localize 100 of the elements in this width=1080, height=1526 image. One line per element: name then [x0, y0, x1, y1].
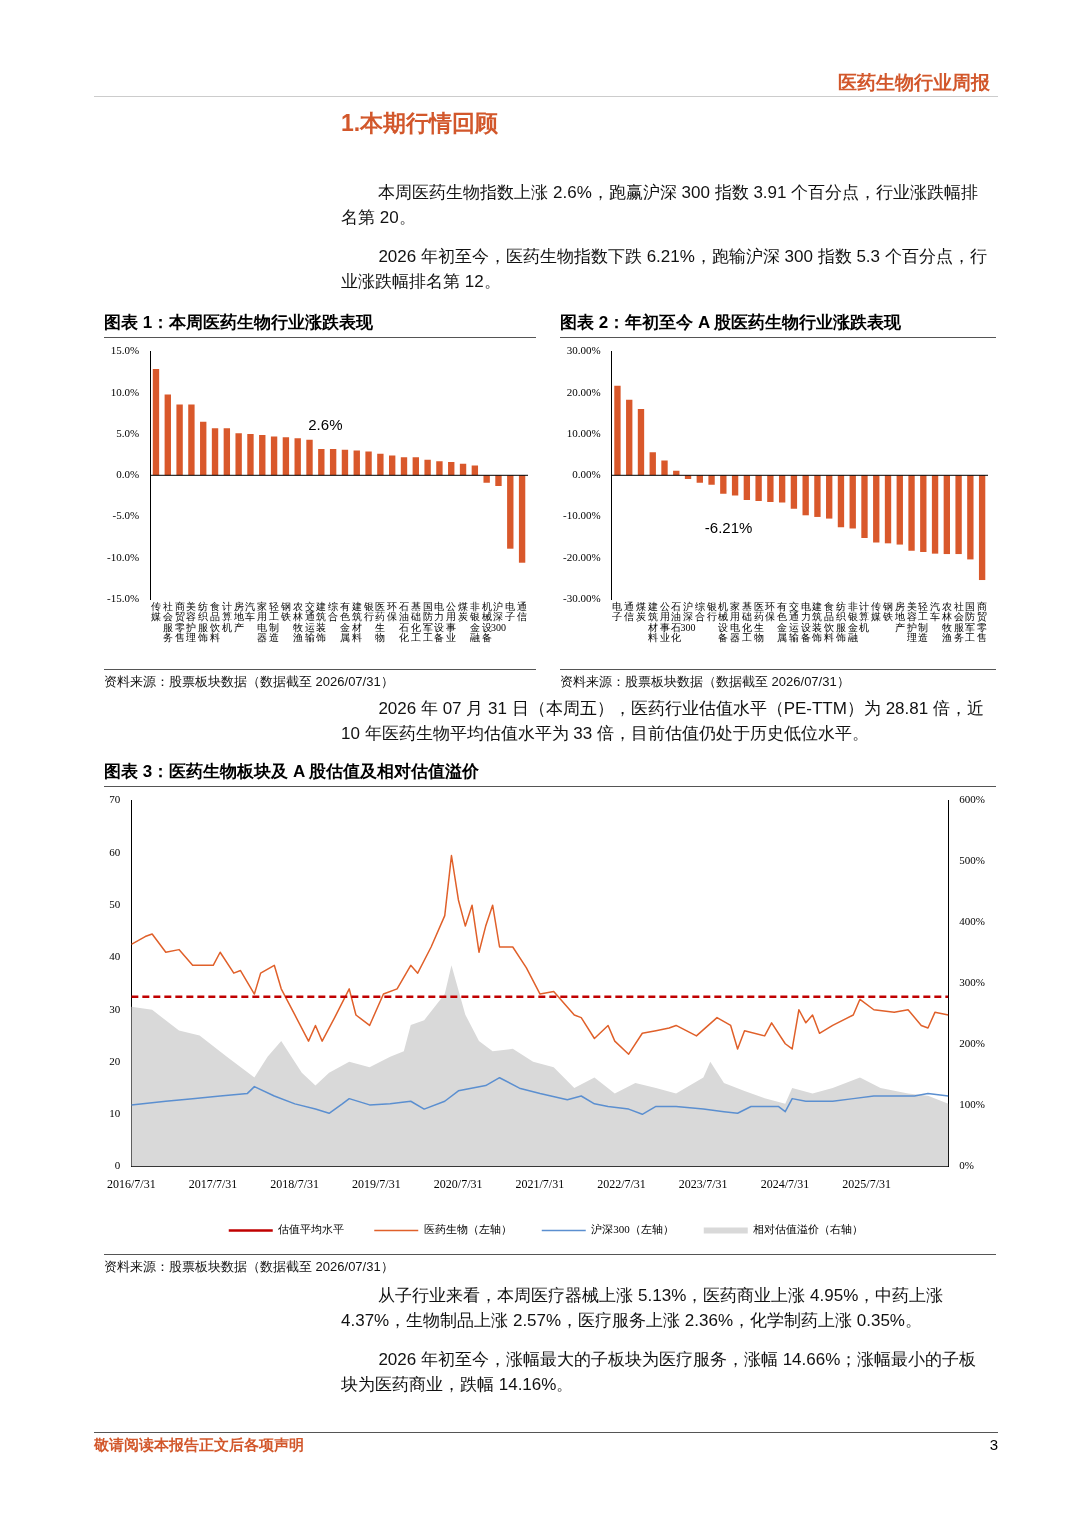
bar: [518, 475, 526, 563]
x-tick-label: 计算机: [859, 600, 870, 633]
x-tick-label: 美容护理: [185, 600, 197, 644]
bar: [282, 437, 290, 476]
x-tick-label: 基础化工: [740, 600, 752, 644]
bar: [306, 439, 313, 476]
x-tick-label: 国防军工: [422, 600, 433, 644]
x-tick-label: 公用事业: [659, 600, 670, 644]
bar: [743, 475, 751, 501]
x-tick-label: 轻工制造: [918, 600, 929, 644]
x-tick-label: 非银金融: [468, 600, 480, 644]
x-tick-label: 电子: [505, 600, 516, 623]
x-tick-label: 家用电器: [257, 600, 268, 644]
x-tick-label: 商贸零售: [174, 600, 185, 644]
bar: [436, 461, 443, 476]
x-tick-label: 计算机: [221, 600, 232, 633]
x-tick-label: 通信: [517, 600, 528, 623]
x-tick-label: 机械设备: [718, 600, 729, 644]
x-tick-label: 有色金属: [339, 600, 350, 644]
bar: [884, 475, 892, 544]
bar: [931, 475, 939, 554]
text: 2026 年初至今，涨幅最大的子板块为医疗服务，涨幅 14.66%；涨幅最小的子板块为医药商业，跌幅 14.16%。: [341, 1349, 978, 1396]
bar: [837, 475, 845, 528]
y-tick-label: 30: [109, 1002, 121, 1015]
bar: [637, 408, 645, 476]
chart-title: 图表 1：本周医药生物行业涨跌表现: [104, 311, 536, 338]
x-tick-label: 银行: [362, 600, 374, 623]
y-tick-label: 5.0%: [116, 426, 140, 439]
y-tick-label: 10: [109, 1107, 121, 1120]
bar: [424, 459, 431, 476]
x-tick-label: 电子: [612, 600, 623, 623]
y-tick-label: 50: [109, 898, 121, 911]
bar: [861, 475, 868, 538]
bar: [223, 428, 231, 476]
x-tick-label: 社会服务: [953, 600, 964, 644]
x-tick-label: 房地产: [232, 600, 244, 633]
y2-tick-label: 100%: [959, 1098, 986, 1111]
y2-tick-label: 500%: [959, 854, 986, 867]
x-tick-label: 国防军工: [965, 600, 976, 644]
text: 3: [989, 1436, 998, 1455]
legend-label: 估值平均水平: [278, 1223, 345, 1236]
x-tick-label: 纺织服饰: [834, 600, 846, 644]
y-tick-label: -15.0%: [107, 591, 140, 604]
bar: [790, 475, 798, 509]
bar: [943, 475, 951, 555]
x-tick-label: 综合: [694, 600, 705, 623]
x-tick-label: 家用电器: [730, 600, 741, 644]
x-tick-label: 非银金融: [846, 600, 858, 644]
bar: [176, 404, 183, 476]
y-tick-label: 10.00%: [566, 426, 601, 439]
text: 本周医药生物指数上涨 2.6%，跑赢沪深 300 指数 3.91 个百分点，行业涨跌幅排名第 20。: [341, 182, 980, 229]
bar: [329, 448, 337, 476]
x-tick-label: 建筑装饰: [811, 600, 823, 644]
x-tick-label: 通信: [624, 600, 635, 623]
bar: [978, 475, 986, 581]
bar: [448, 462, 455, 476]
bar: [389, 455, 396, 476]
x-tick-label: 煤炭: [635, 600, 646, 623]
x-tick-label: 医药生物: [375, 600, 386, 644]
x-tick-label: 2019/7/31: [351, 1176, 401, 1191]
annotation: 2.6%: [308, 416, 343, 434]
x-tick-label: 汽车: [930, 600, 941, 623]
x-tick-label: 美容护理: [905, 600, 917, 644]
y-tick-label: -10.0%: [107, 550, 140, 563]
y-tick-label: 20: [109, 1054, 121, 1067]
bar: [826, 475, 833, 519]
y-tick-label: 0.0%: [116, 468, 140, 481]
x-tick-label: 2025/7/31: [842, 1176, 892, 1191]
x-tick-label: 环保: [765, 600, 776, 623]
y-tick-label: 0.00%: [572, 468, 601, 481]
y-tick-label: 40: [109, 950, 121, 963]
x-tick-label: 机械设备: [481, 600, 492, 644]
y-tick-label: 70: [109, 793, 121, 806]
y-tick-label: 60: [109, 845, 121, 858]
x-tick-label: 环保: [387, 600, 398, 623]
bar: [318, 448, 325, 476]
x-tick-label: 综合: [328, 600, 339, 623]
bar: [412, 457, 419, 476]
x-tick-label: 基础化工: [409, 600, 421, 644]
bar: [920, 475, 927, 552]
bar: [270, 436, 278, 476]
x-tick-label: 社会服务: [162, 600, 173, 644]
x-tick-label: 农林牧渔: [940, 600, 952, 644]
text: 医药生物行业周报: [838, 71, 990, 95]
bar: [755, 475, 762, 501]
bar: [708, 475, 715, 485]
y2-tick-label: 400%: [959, 915, 986, 928]
x-tick-label: 有色金属: [777, 600, 788, 644]
bar: [731, 475, 739, 496]
bar: [341, 449, 349, 476]
bar: [661, 460, 668, 476]
x-tick-label: 建筑材料: [350, 600, 362, 644]
bar: [164, 394, 171, 476]
bar: [188, 404, 195, 476]
x-tick-label: 房地产: [893, 600, 905, 633]
x-tick-label: 石油石化: [398, 600, 409, 644]
y-tick-label: -20.00%: [563, 550, 601, 563]
x-tick-label: 公用事业: [446, 600, 457, 644]
bar: [614, 385, 621, 476]
text: 资料来源：股票板块数据（数据截至 2026/07/31）: [560, 669, 996, 691]
